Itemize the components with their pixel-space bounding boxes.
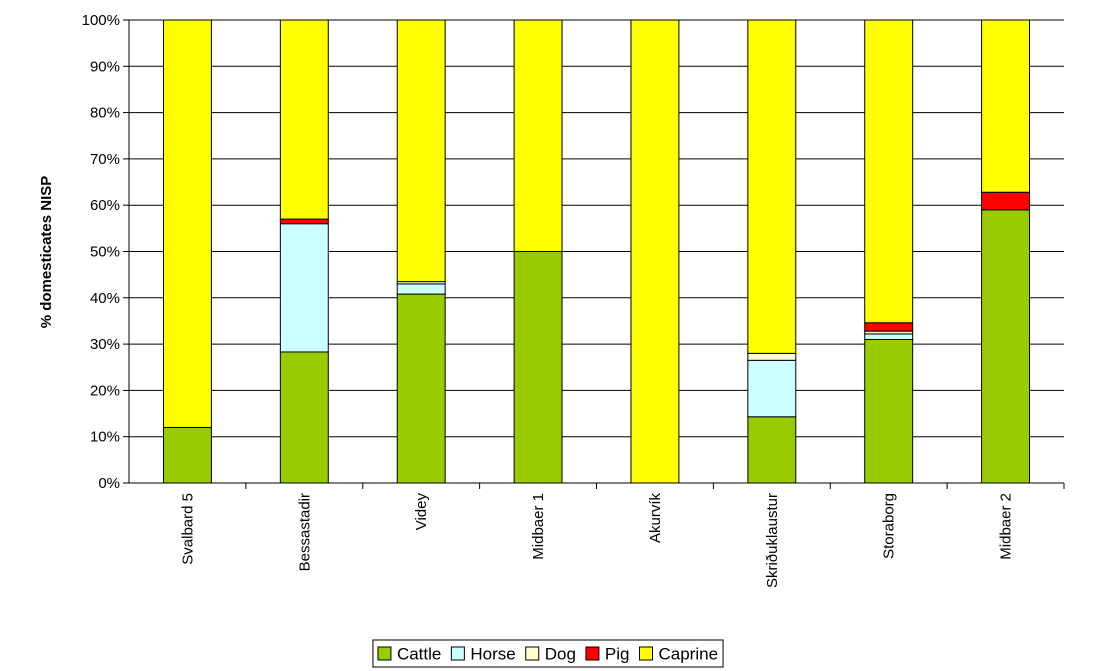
bar-segment-caprine [864, 19, 914, 324]
bar-segment-dog [747, 352, 797, 361]
legend-swatch-dog [525, 646, 540, 661]
y-tick-label: 20% [90, 382, 120, 399]
bar-segment-caprine [162, 19, 212, 428]
bar-segment-cattle [747, 416, 797, 484]
x-category-label: Skriðuklaustur [764, 493, 781, 588]
bar-segment-cattle [396, 293, 446, 484]
legend-box [372, 639, 724, 668]
y-tick-label: 90% [90, 58, 120, 75]
y-tick-label: 30% [90, 336, 120, 353]
legend-label-pig: Pig [605, 645, 630, 664]
axes: 0% 10% 20% 30% 40% 50% 60% 70% 80% 90% 100% Svalbar… [82, 12, 1065, 588]
y-tick-label: 100% [82, 12, 120, 29]
legend: Cattle Horse Dog Pig Caprine [372, 639, 724, 668]
x-category-label: Midbaer 1 [530, 493, 547, 560]
bar-segment-cattle [279, 351, 329, 484]
legend-swatch-caprine [639, 646, 653, 661]
bars [162, 19, 1031, 484]
bar-segment-pig [981, 191, 1031, 211]
bar-segment-cattle [981, 209, 1031, 484]
y-tick-label: 70% [90, 151, 120, 168]
bar-segment-caprine [747, 19, 797, 354]
y-tick-label: 50% [90, 244, 120, 261]
x-category-label: Videy [413, 493, 430, 531]
bar-segment-caprine [513, 19, 563, 252]
bar-segment-caprine [630, 19, 680, 484]
legend-label-dog: Dog [545, 645, 576, 664]
y-tick-label: 40% [90, 290, 120, 307]
bar-segment-horse [279, 223, 329, 353]
y-axis-label: % domesticates NISP [38, 176, 55, 329]
bar-segment-cattle [513, 251, 563, 484]
x-category-label: Storaborg [881, 493, 898, 559]
y-tick-label: 10% [90, 429, 120, 446]
bar-segment-horse [864, 333, 914, 340]
legend-label-cattle: Cattle [397, 645, 441, 664]
bar-segment-horse [747, 359, 797, 418]
bar-segment-caprine [981, 19, 1031, 193]
legend-swatch-horse [450, 646, 465, 661]
y-tick-label: 80% [90, 105, 120, 122]
bar-segment-caprine [396, 19, 446, 283]
y-tick-label: 60% [90, 197, 120, 214]
legend-swatch-cattle [377, 646, 392, 661]
bar-segment-pig [864, 322, 914, 332]
x-category-label: Midbaer 2 [998, 493, 1015, 560]
bar-segment-cattle [162, 426, 212, 484]
x-category-label: Svalbard 5 [179, 493, 196, 565]
y-tick-label: 0% [98, 475, 120, 492]
bar-segment-pig [279, 218, 329, 225]
bar-segment-cattle [864, 338, 914, 484]
bar-segment-caprine [279, 19, 329, 220]
legend-label-caprine: Caprine [659, 645, 719, 664]
bar-segment-horse [396, 283, 446, 295]
x-category-label: Bessastadir [296, 493, 313, 571]
gridlines [129, 19, 1064, 438]
legend-label-horse: Horse [470, 645, 515, 664]
x-category-label: Akurvík [647, 493, 664, 544]
legend-swatch-pig [585, 646, 600, 661]
